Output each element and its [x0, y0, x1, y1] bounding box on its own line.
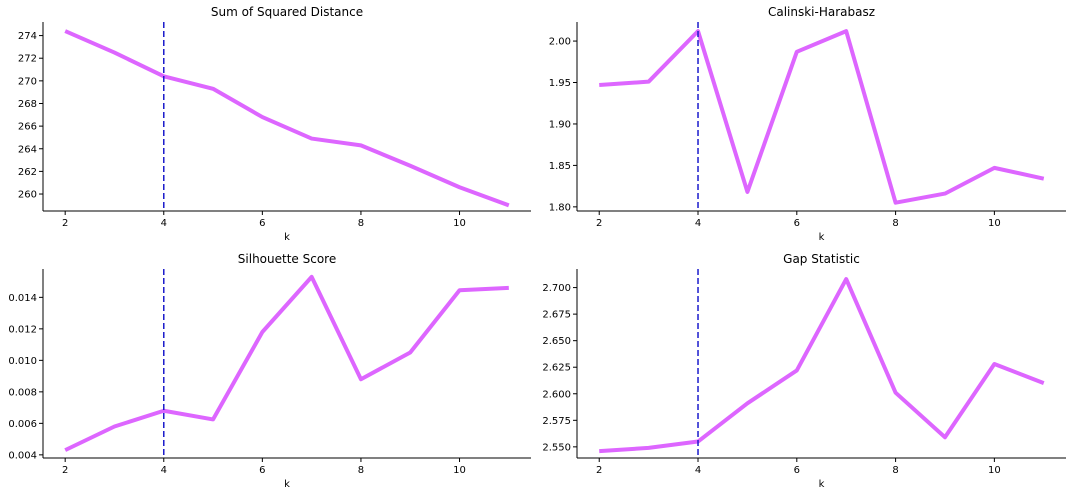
y-tick-label: 270 [18, 76, 37, 87]
y-tick-label: 2.700 [542, 283, 571, 294]
y-tick-label: 2.625 [542, 363, 571, 374]
y-tick-label: 260 [18, 190, 37, 201]
y-tick-label: 0.014 [8, 293, 37, 304]
x-tick-label: 6 [794, 218, 800, 229]
x-tick-label: 10 [988, 218, 1001, 229]
x-tick-label: 10 [453, 218, 466, 229]
x-tick-label: 10 [988, 465, 1001, 476]
chart-title: Sum of Squared Distance [211, 5, 363, 19]
y-tick-label: 268 [18, 99, 37, 110]
chart-title: Gap Statistic [783, 252, 860, 266]
x-tick-label: 4 [695, 465, 701, 476]
y-tick-label: 2.00 [549, 37, 571, 48]
x-axis-label: k [284, 479, 290, 490]
y-tick-label: 264 [18, 144, 37, 155]
x-tick-label: 4 [695, 218, 701, 229]
y-tick-label: 2.650 [542, 336, 571, 347]
x-tick-label: 6 [259, 218, 265, 229]
y-tick-label: 0.004 [8, 450, 37, 461]
y-tick-label: 0.006 [8, 419, 37, 430]
x-tick-label: 8 [892, 465, 898, 476]
chart-title: Silhouette Score [238, 252, 336, 266]
panel-calinski-harabasz: Calinski-Harabasz 2 4 6 8 10 1.80 1.85 1.90 1.95 2… [549, 5, 1066, 243]
x-tick-label: 6 [259, 465, 265, 476]
y-tick-label: 2.575 [542, 416, 571, 427]
x-tick-label: 8 [358, 218, 364, 229]
x-axis-label: k [819, 479, 825, 490]
x-tick-label: 6 [794, 465, 800, 476]
y-tick-label: 0.010 [8, 356, 37, 367]
x-tick-label: 2 [62, 218, 68, 229]
y-tick-label: 1.90 [549, 119, 571, 130]
x-axis-label: k [819, 232, 825, 243]
series-line [599, 277, 1045, 454]
x-axis-label: k [284, 232, 290, 243]
y-tick-label: 266 [18, 122, 37, 133]
y-tick-label: 1.85 [549, 161, 571, 172]
x-tick-label: 4 [161, 465, 167, 476]
x-tick-label: 10 [453, 465, 466, 476]
chart-title: Calinski-Harabasz [768, 5, 875, 19]
panel-gap-statistic: Gap Statistic 2 4 6 8 10 2.550 2.575 2.600 2.625 2… [542, 252, 1066, 490]
y-tick-label: 2.550 [542, 442, 571, 453]
x-tick-label: 2 [596, 218, 602, 229]
y-tick-label: 1.95 [549, 78, 571, 89]
x-tick-label: 4 [161, 218, 167, 229]
x-tick-label: 2 [62, 465, 68, 476]
y-tick-label: 2.675 [542, 310, 571, 321]
y-tick-label: 0.008 [8, 387, 37, 398]
y-tick-label: 262 [18, 167, 37, 178]
y-tick-label: 274 [18, 31, 37, 42]
series-line [64, 274, 509, 452]
panel-silhouette-score: Silhouette Score 2 4 6 8 10 0.004 0.006 0.008 0.0… [8, 252, 531, 490]
series-line [64, 29, 510, 208]
x-tick-label: 8 [358, 465, 364, 476]
y-tick-label: 2.600 [542, 389, 571, 400]
panel-sum-of-squared-distance: Sum of Squared Distance 2 4 6 8 10 260 262 264 26… [18, 5, 531, 243]
x-tick-label: 8 [892, 218, 898, 229]
y-tick-label: 0.012 [8, 324, 37, 335]
y-tick-label: 1.80 [549, 202, 571, 213]
series-line [599, 29, 1045, 205]
y-tick-label: 272 [18, 54, 37, 65]
x-tick-label: 2 [596, 465, 602, 476]
